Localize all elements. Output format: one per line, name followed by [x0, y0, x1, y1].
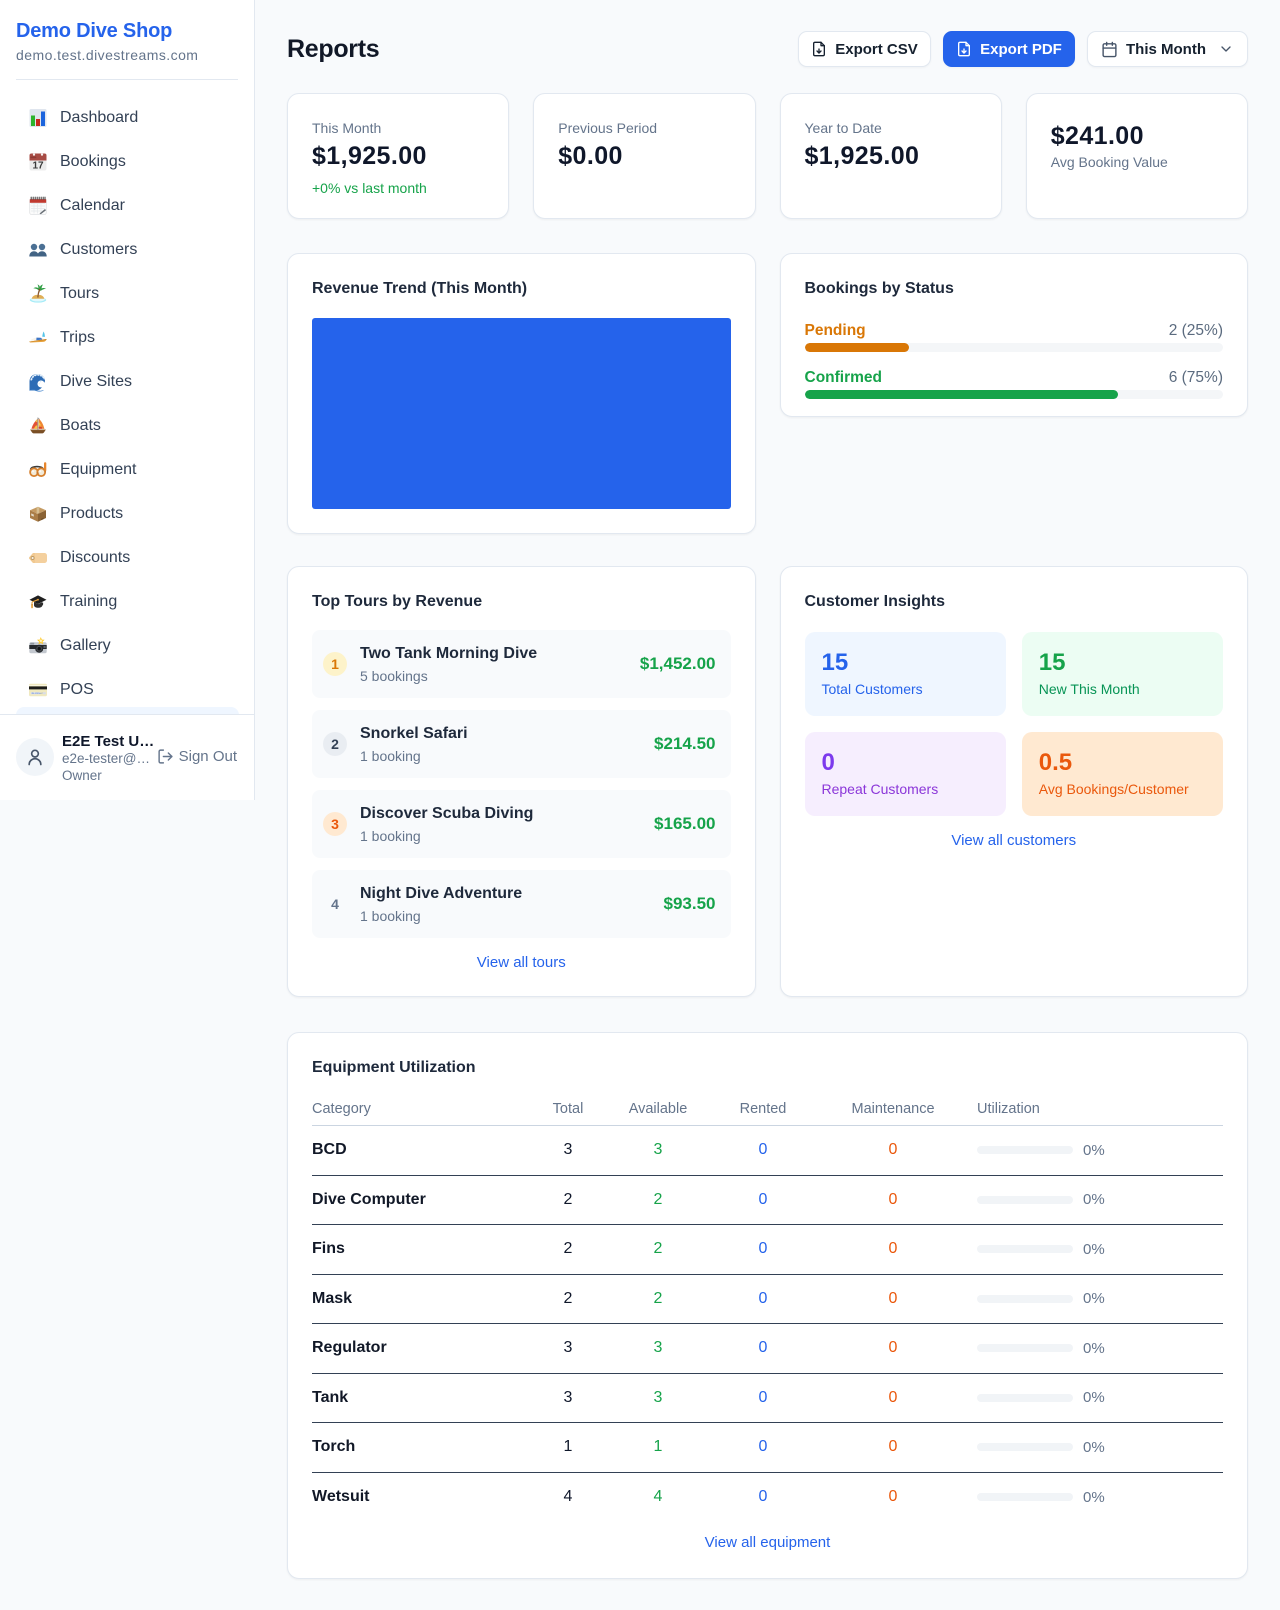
svg-text:2B-12594-C7: 2B-12594-C7 [31, 693, 44, 695]
svg-text:17: 17 [32, 161, 44, 172]
